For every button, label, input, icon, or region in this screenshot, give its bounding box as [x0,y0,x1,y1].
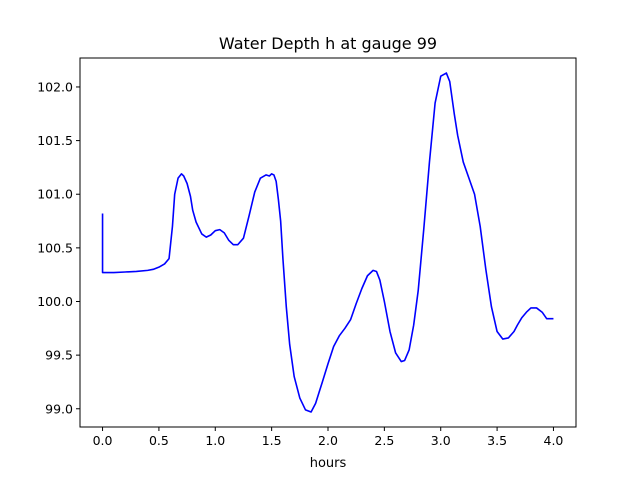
axis-ticks: 0.0 0.5 1.0 1.5 2.0 2.5 3.0 3.5 4.0 99.0 99.5 100.0… [37,79,563,448]
x-tick-label: 3.5 [487,433,507,448]
x-tick-label: 2.0 [318,433,338,448]
y-tick-label: 102.0 [37,79,73,94]
x-tick-label: 0.0 [93,433,113,448]
chart-title: Water Depth h at gauge 99 [219,34,437,53]
y-tick-label: 99.5 [45,348,73,363]
plot-area [101,72,554,413]
series-line-0 [101,72,554,413]
x-tick-label: 1.0 [205,433,225,448]
y-tick-label: 101.0 [37,187,73,202]
y-tick-label: 101.5 [37,133,73,148]
y-tick-label: 100.5 [37,240,73,255]
x-tick-label: 0.5 [149,433,169,448]
y-tick-label: 99.0 [45,401,73,416]
x-tick-label: 4.0 [544,433,564,448]
x-tick-label: 2.5 [374,433,394,448]
x-tick-label: 3.0 [431,433,451,448]
y-tick-label: 100.0 [37,294,73,309]
axes-frame [79,57,577,428]
x-tick-label: 1.5 [262,433,282,448]
x-axis-label: hours [310,456,347,471]
